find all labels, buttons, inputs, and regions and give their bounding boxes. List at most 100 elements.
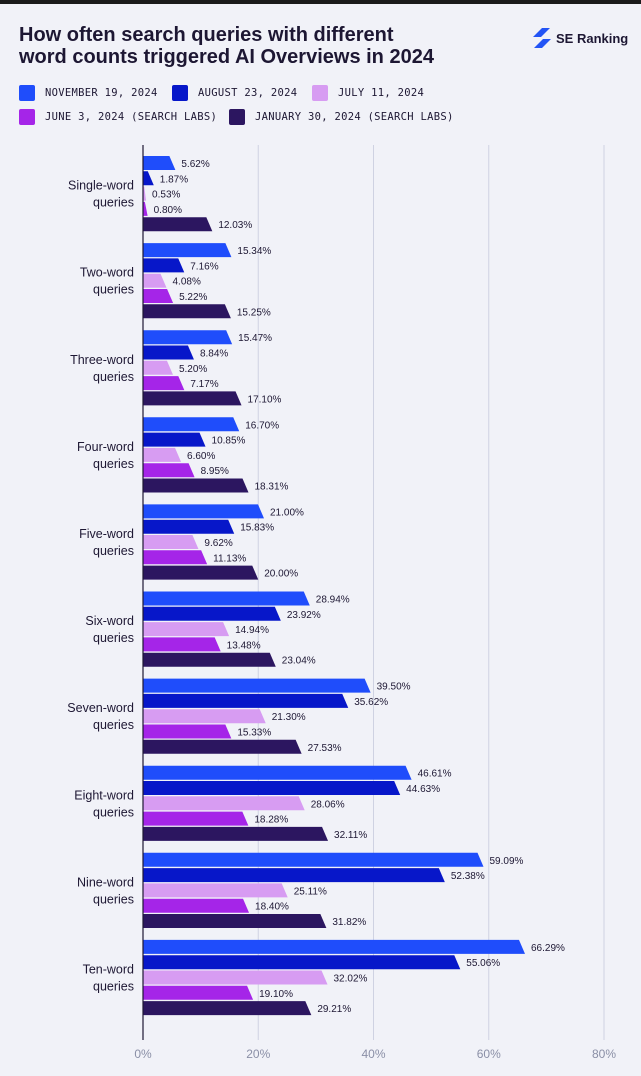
data-label: 7.17%: [190, 379, 218, 390]
category-label: Six-word queries: [85, 614, 134, 645]
category-label: Eight-word queries: [74, 788, 134, 819]
bar: [143, 376, 185, 391]
data-label: 5.62%: [181, 159, 209, 170]
bar: [143, 739, 302, 754]
se-ranking-logo-icon: [533, 28, 551, 48]
legend-label: AUGUST 23, 2024: [198, 87, 298, 99]
bar: [143, 504, 265, 519]
top-border: [0, 0, 641, 4]
brand-name: SE Ranking: [556, 30, 629, 46]
data-label: 5.20%: [179, 364, 207, 375]
data-label: 15.25%: [237, 307, 271, 318]
data-label: 4.08%: [173, 277, 201, 288]
bar: [143, 591, 310, 606]
bar: [143, 432, 206, 447]
bar: [143, 606, 281, 621]
data-label: 0.53%: [152, 190, 180, 201]
bar: [143, 970, 328, 985]
data-label: 23.92%: [287, 610, 321, 621]
data-label: 21.00%: [270, 507, 304, 518]
data-label: 20.00%: [264, 569, 298, 580]
chart-title-line-2: word counts triggered AI Overviews in 20…: [19, 46, 434, 68]
bar: [143, 565, 259, 580]
bar: [143, 550, 208, 565]
bar: [143, 519, 235, 534]
data-label: 31.82%: [332, 917, 366, 928]
data-label: 6.60%: [187, 451, 215, 462]
x-tick-label: 0%: [134, 1047, 152, 1061]
legend-swatch: [19, 109, 35, 125]
bar: [143, 811, 249, 826]
data-label: 32.02%: [334, 974, 368, 985]
bar: [143, 652, 276, 667]
legend-item: NOVEMBER 19, 2024: [19, 85, 158, 101]
legend-item: JUNE 3, 2024 (SEARCH LABS): [19, 109, 217, 125]
bar: [143, 914, 327, 928]
data-label: 28.06%: [311, 799, 345, 810]
data-label: 8.84%: [200, 349, 228, 360]
bar: [143, 826, 329, 841]
data-label: 35.62%: [354, 697, 388, 708]
data-label: 29.21%: [317, 1004, 351, 1015]
data-label: 7.16%: [190, 261, 218, 272]
data-label: 52.38%: [451, 871, 485, 882]
bar: [143, 243, 232, 258]
x-tick-label: 40%: [361, 1047, 385, 1061]
data-label: 9.62%: [204, 538, 232, 549]
data-label: 23.04%: [282, 656, 316, 667]
category-label: Seven-word queries: [67, 701, 134, 732]
bar: [143, 258, 185, 273]
data-label: 15.33%: [237, 728, 271, 739]
bar: [143, 678, 371, 693]
legend-swatch: [229, 109, 245, 125]
category-label: Five-word queries: [79, 527, 134, 558]
legend-item: AUGUST 23, 2024: [172, 85, 297, 101]
category-label: Ten-word queries: [83, 963, 134, 994]
legend-label: JANUARY 30, 2024 (SEARCH LABS): [255, 111, 454, 123]
legend-swatch: [172, 85, 188, 101]
bar: [143, 478, 249, 493]
data-label: 5.22%: [179, 292, 207, 303]
data-label: 15.34%: [237, 246, 271, 257]
x-tick-label: 60%: [477, 1047, 501, 1061]
bar: [143, 1001, 312, 1016]
bar: [143, 289, 174, 303]
category-label: Single-word queries: [68, 179, 134, 210]
data-label: 27.53%: [308, 743, 342, 754]
bar: [143, 939, 525, 954]
legend-label: NOVEMBER 19, 2024: [45, 87, 158, 99]
bar: [143, 463, 195, 478]
legend-label: JUNE 3, 2024 (SEARCH LABS): [45, 111, 218, 123]
bar: [143, 171, 154, 186]
bar: [143, 709, 266, 724]
data-label: 25.11%: [294, 886, 327, 897]
bar: [143, 273, 167, 288]
bar: [143, 883, 288, 898]
data-label: 15.83%: [240, 523, 274, 534]
chart-title: How often search queries with different …: [19, 24, 489, 68]
bar: [143, 391, 242, 406]
bar: [143, 622, 230, 637]
category-label: Three-word queries: [70, 353, 134, 384]
data-label: 17.10%: [248, 394, 282, 405]
bar: [143, 852, 484, 867]
data-label: 46.61%: [418, 769, 452, 780]
bar: [143, 868, 445, 883]
data-label: 11.13%: [213, 553, 246, 564]
data-label: 28.94%: [316, 595, 350, 606]
chart-title-line-1: How often search queries with different: [19, 24, 394, 46]
legend-swatch: [19, 85, 35, 101]
bar: [143, 304, 231, 319]
category-label: Two-word queries: [80, 266, 134, 297]
data-label: 66.29%: [531, 943, 565, 954]
data-label: 1.87%: [160, 174, 188, 185]
bar: [143, 345, 194, 360]
bar: [143, 186, 147, 201]
legend-label: JULY 11, 2024: [338, 87, 425, 99]
bar: [143, 447, 182, 462]
data-label: 14.94%: [235, 625, 269, 636]
bar: [143, 765, 412, 780]
x-tick-label: 20%: [246, 1047, 270, 1061]
data-label: 18.28%: [254, 815, 288, 826]
bar: [143, 201, 148, 216]
